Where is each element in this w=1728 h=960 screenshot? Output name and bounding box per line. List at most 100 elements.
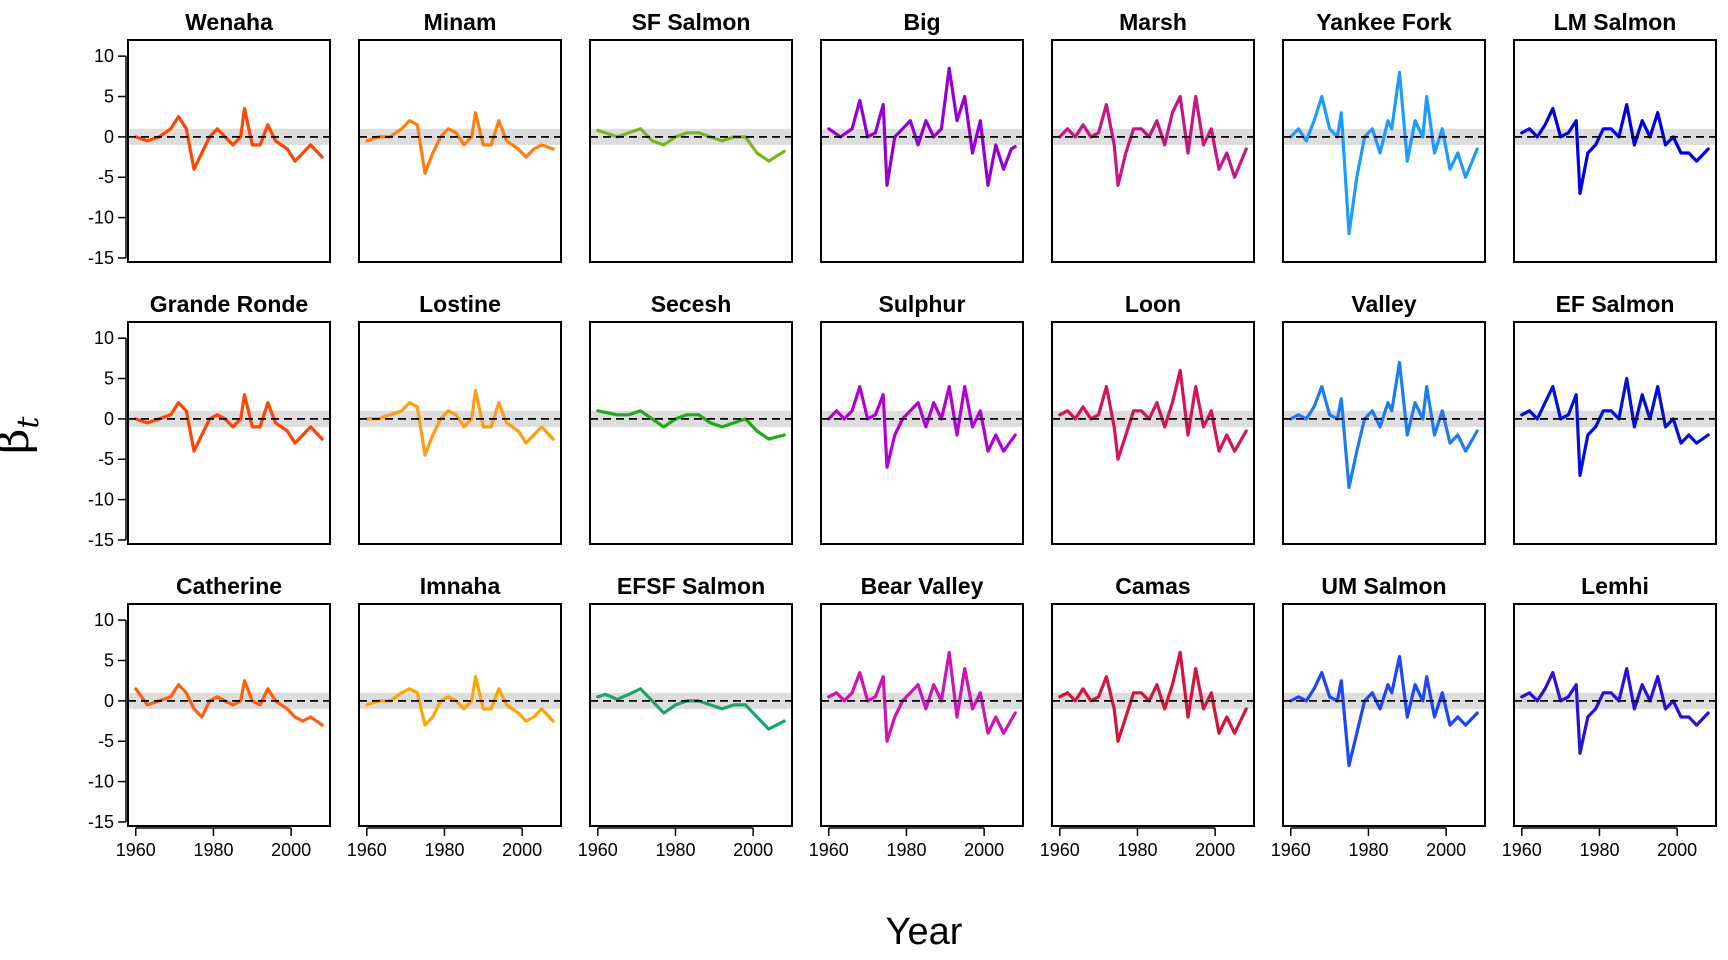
panel-title: Grande Ronde bbox=[150, 291, 308, 317]
panel-frame bbox=[127, 603, 331, 827]
panel-title: LM Salmon bbox=[1554, 9, 1677, 35]
y-tick-label: -10 bbox=[88, 208, 114, 228]
panel: UM Salmon 1960 1980 2000 bbox=[1271, 573, 1486, 860]
series-line bbox=[134, 679, 324, 727]
series-line bbox=[1520, 666, 1710, 755]
x-tick-label: 2000 bbox=[733, 840, 773, 860]
panel-title: EFSF Salmon bbox=[617, 573, 765, 599]
panel-frame bbox=[1282, 603, 1486, 827]
y-tick-label: 5 bbox=[104, 651, 114, 671]
panel: Wenaha 10 5 0 -5 -10 -15 bbox=[88, 9, 331, 268]
panel-title: Lostine bbox=[419, 291, 501, 317]
y-tick-label: 10 bbox=[94, 610, 114, 630]
panel: LM Salmon bbox=[1513, 9, 1717, 263]
panel-frame bbox=[820, 39, 1024, 263]
panel-title: Bear Valley bbox=[861, 573, 984, 599]
panel-title: Loon bbox=[1125, 291, 1181, 317]
series-line bbox=[365, 675, 555, 727]
y-tick-label: -15 bbox=[88, 530, 114, 550]
panel-frame bbox=[589, 603, 793, 827]
panel-title: Big bbox=[903, 9, 940, 35]
zero-band bbox=[359, 692, 561, 709]
panel-title: Secesh bbox=[651, 291, 732, 317]
panel-frame bbox=[358, 321, 562, 545]
series-line bbox=[134, 393, 324, 453]
panel-grid: Wenaha 10 5 0 -5 -10 -15 Minam SF Salmon Big Marsh… bbox=[88, 9, 1717, 860]
panel-title: SF Salmon bbox=[632, 9, 751, 35]
panel-frame bbox=[1282, 39, 1486, 263]
panel-title: Wenaha bbox=[185, 9, 273, 35]
panel-frame bbox=[1513, 39, 1717, 263]
y-tick-label: -5 bbox=[98, 449, 114, 469]
panel-frame bbox=[1513, 603, 1717, 827]
panel-frame bbox=[358, 603, 562, 827]
panel-frame bbox=[127, 321, 331, 545]
panel-frame bbox=[1051, 321, 1255, 545]
panel-frame bbox=[589, 39, 793, 263]
x-tick-label: 1980 bbox=[424, 840, 464, 860]
y-tick-label: -15 bbox=[88, 248, 114, 268]
panel: Secesh bbox=[589, 291, 793, 545]
series-line bbox=[365, 389, 555, 457]
panel-frame bbox=[1282, 321, 1486, 545]
panel-title: Valley bbox=[1351, 291, 1416, 317]
series-line bbox=[1289, 70, 1479, 236]
x-axis-title: Year bbox=[886, 911, 963, 953]
panel-frame bbox=[1051, 603, 1255, 827]
y-tick-label: 0 bbox=[104, 127, 114, 147]
y-tick-label: -10 bbox=[88, 772, 114, 792]
y-tick-label: -5 bbox=[98, 731, 114, 751]
series-line bbox=[1289, 654, 1479, 768]
panel: Yankee Fork bbox=[1282, 9, 1486, 263]
x-tick-label: 1980 bbox=[886, 840, 926, 860]
panel-frame bbox=[820, 321, 1024, 545]
x-tick-label: 1960 bbox=[1502, 840, 1542, 860]
x-tick-label: 1980 bbox=[193, 840, 233, 860]
y-tick-label: 0 bbox=[104, 409, 114, 429]
panel: Big bbox=[820, 9, 1024, 263]
y-axis-subscript: t bbox=[11, 416, 46, 429]
series-line bbox=[596, 409, 786, 441]
panel-title: Minam bbox=[424, 9, 497, 35]
zero-band bbox=[128, 128, 330, 145]
panel-frame bbox=[1513, 321, 1717, 545]
x-tick-label: 1960 bbox=[1040, 840, 1080, 860]
series-line bbox=[134, 106, 324, 171]
y-tick-label: -5 bbox=[98, 167, 114, 187]
panel: Loon bbox=[1051, 291, 1255, 545]
panel: Grande Ronde 10 5 0 -5 -10 -15 bbox=[88, 291, 331, 550]
panel: Imnaha 1960 1980 2000 bbox=[347, 573, 562, 860]
series-line bbox=[827, 385, 1017, 469]
y-tick-label: 10 bbox=[94, 328, 114, 348]
series-line bbox=[1289, 360, 1479, 490]
panel: Valley bbox=[1282, 291, 1486, 545]
panel: Lostine bbox=[358, 291, 562, 545]
y-tick-label: 0 bbox=[104, 691, 114, 711]
y-axis-symbol: β bbox=[0, 429, 39, 454]
panel-title: Catherine bbox=[176, 573, 282, 599]
panel-title: Sulphur bbox=[879, 291, 966, 317]
panel-frame bbox=[127, 39, 331, 263]
x-tick-label: 2000 bbox=[1426, 840, 1466, 860]
x-tick-label: 2000 bbox=[271, 840, 311, 860]
panel: Sulphur bbox=[820, 291, 1024, 545]
x-tick-label: 2000 bbox=[1195, 840, 1235, 860]
panel: Bear Valley 1960 1980 2000 bbox=[809, 573, 1024, 860]
zero-band bbox=[128, 410, 330, 427]
y-axis-title: βt bbox=[0, 416, 46, 454]
series-line bbox=[365, 111, 555, 175]
panel: Camas 1960 1980 2000 bbox=[1040, 573, 1255, 860]
x-tick-label: 2000 bbox=[964, 840, 1004, 860]
x-tick-label: 1960 bbox=[809, 840, 849, 860]
panel-title: Camas bbox=[1115, 573, 1190, 599]
panel: Marsh bbox=[1051, 9, 1255, 263]
y-tick-label: 10 bbox=[94, 46, 114, 66]
x-tick-label: 1960 bbox=[578, 840, 618, 860]
series-line bbox=[596, 127, 786, 163]
x-tick-label: 1960 bbox=[116, 840, 156, 860]
panel-title: Lemhi bbox=[1581, 573, 1649, 599]
zero-band bbox=[590, 128, 792, 145]
panel-frame bbox=[589, 321, 793, 545]
